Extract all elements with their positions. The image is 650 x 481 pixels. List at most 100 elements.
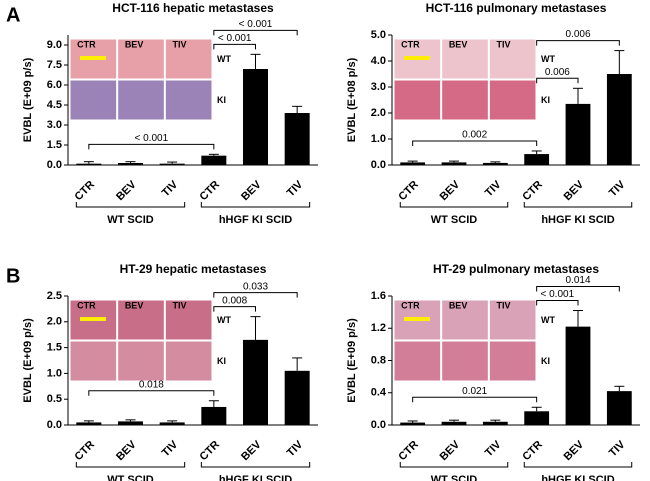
p-value: < 0.001 [135,133,169,144]
group-bracket [523,462,633,468]
inset-row-label: KI [541,356,550,366]
significance-bracket [412,396,538,403]
p-value: < 0.001 [541,289,575,300]
micrograph [488,38,537,80]
p-value: 0.014 [565,275,590,286]
p-value: 0.018 [139,379,164,390]
micrograph [441,38,489,80]
group-label: WT SCID [431,474,477,481]
x-tick-label: BEV [239,438,264,463]
x-tick-label: CTR [520,439,545,464]
chart-title: HCT-116 pulmonary metastases [426,1,607,15]
inset-row-label: WT [217,54,231,64]
x-tick-label: TIV [160,438,181,459]
p-value: 0.008 [222,295,247,306]
y-tick-label: 3.0 [371,81,386,93]
significance-bracket [88,390,215,396]
x-tick-label: TIV [607,438,628,459]
x-tick-label: TIV [160,178,181,199]
x-tick-label: BEV [562,178,587,203]
y-tick-label: 0.4 [371,387,387,399]
y-axis-label: EVBL (E+09 p/s) [22,57,34,142]
inset-column-label: TIV [496,300,510,310]
group-label: hHGF KI SCID [219,474,292,481]
group-bracket [75,202,186,208]
bar [606,74,632,165]
p-value: < 0.001 [218,33,252,44]
y-tick-label: 0.0 [47,419,62,431]
x-tick-label: BEV [438,438,463,463]
inset-column-label: BEV [449,300,468,310]
bar [201,155,227,165]
p-value: 0.006 [565,29,590,40]
bar [606,391,632,425]
y-tick-label: 0.8 [371,354,386,366]
x-tick-label: BEV [114,178,139,203]
x-tick-label: BEV [114,438,139,463]
inset-row-label: WT [541,315,555,325]
bar [441,421,467,425]
inset-column-label: CTR [401,300,420,310]
y-tick-label: 4.5 [47,99,62,111]
micrograph [164,79,213,121]
micrograph [488,79,537,121]
bar [159,163,185,165]
significance-bracket [213,306,256,312]
scale-bar [80,317,106,321]
y-tick-label: 9.0 [47,39,62,51]
bar [524,411,550,425]
micrograph [69,79,118,121]
significance-bracket [536,40,620,46]
significance-bracket [536,77,579,84]
bar [201,406,227,425]
inset-row-label: KI [541,95,550,105]
x-tick-label: CTR [396,179,421,204]
x-tick-label: CTR [73,179,98,204]
group-bracket [399,462,509,468]
x-tick-label: BEV [438,178,463,203]
group-label: hHGF KI SCID [219,214,292,226]
micrograph [117,299,165,341]
p-value: 0.033 [243,281,268,292]
x-tick-label: TIV [483,438,504,459]
micrograph [441,299,489,341]
micrograph [393,79,442,121]
bar [243,339,268,425]
inset-column-label: CTR [401,39,420,49]
group-bracket [200,202,311,208]
significance-bracket [536,286,620,292]
inset-column-label: CTR [77,39,96,49]
bar [565,103,591,165]
significance-bracket [412,140,538,146]
bar [565,326,591,425]
x-tick-label: BEV [562,438,587,463]
inset-column-label: CTR [77,300,96,310]
x-tick-label: TIV [285,178,306,199]
inset-column-label: BEV [125,300,144,310]
inset-column-label: TIV [496,39,510,49]
micrograph [117,38,165,80]
scale-bar [404,56,430,60]
group-bracket [399,202,509,208]
y-tick-label: 1.5 [47,139,62,151]
y-tick-label: 2.0 [47,316,62,328]
y-axis-label: EVBL (E+09 p/s) [22,318,34,403]
inset-row-label: WT [217,315,231,325]
y-tick-label: 5.0 [371,29,386,41]
micrograph [164,340,213,382]
group-label: hHGF KI SCID [541,474,614,481]
p-value: 0.021 [462,386,487,397]
x-tick-label: CTR [73,439,98,464]
significance-bracket [536,300,579,306]
significance-bracket [213,292,298,298]
y-tick-label: 4.0 [371,55,386,67]
micrograph [164,38,213,80]
group-bracket [200,462,311,468]
x-tick-label: TIV [285,438,306,459]
panel-label: B [6,265,20,287]
group-label: WT SCID [431,214,477,226]
inset-row-label: WT [541,54,555,64]
chart-title: HT-29 pulmonary metastases [433,262,599,276]
micrograph [441,79,489,121]
significance-bracket [213,43,256,50]
